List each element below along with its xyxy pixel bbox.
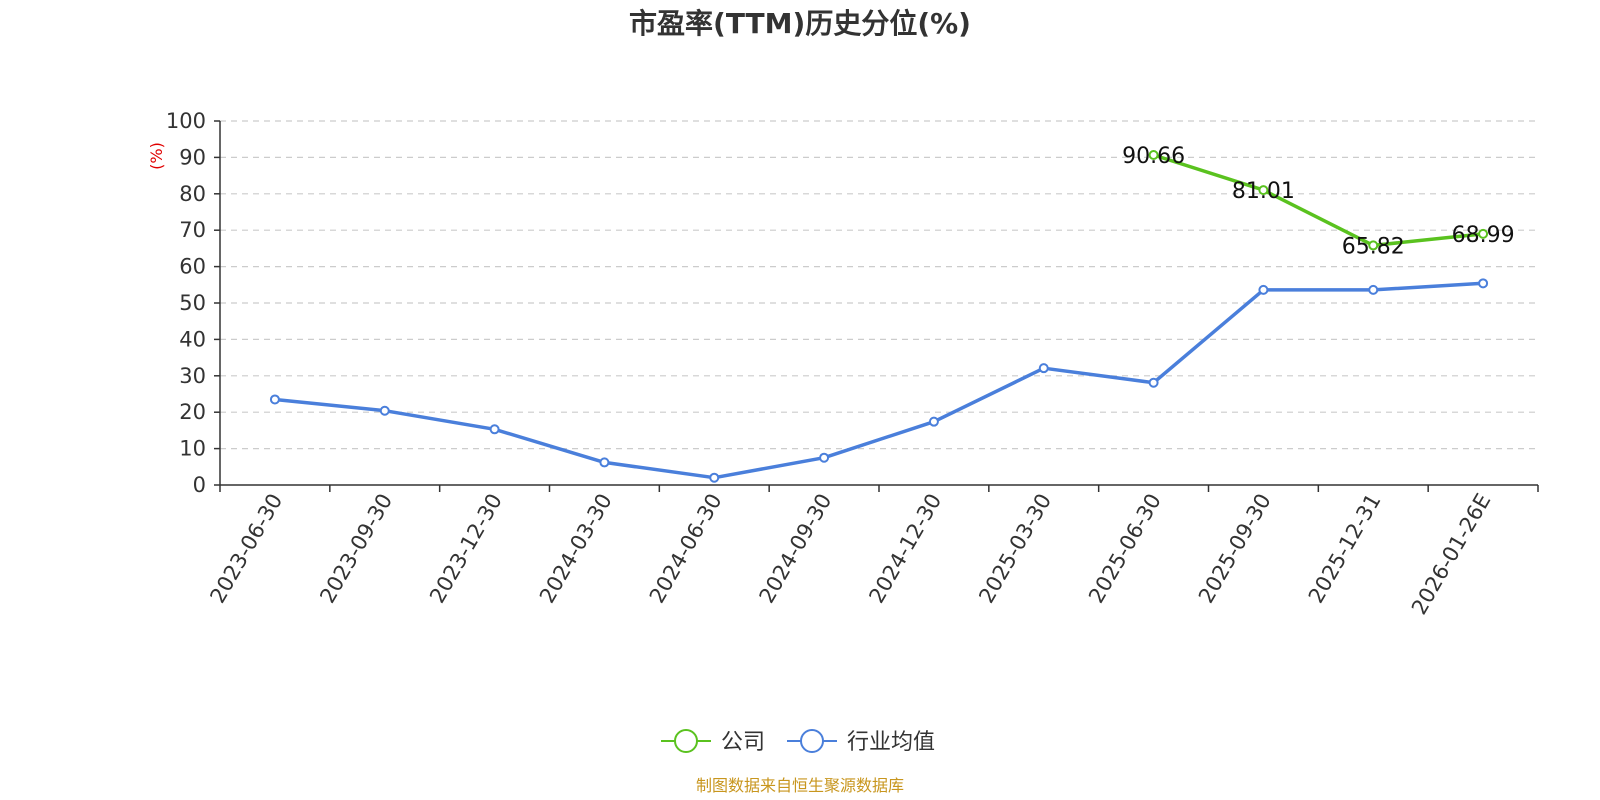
x-tick-label: 2025-06-30 [1084, 490, 1166, 608]
x-tick-label: 2025-03-30 [974, 490, 1056, 608]
data-point [1368, 284, 1379, 295]
legend-item-0[interactable]: 公司 [661, 729, 765, 755]
data-point [1478, 228, 1489, 239]
y-tick-label: 50 [179, 291, 206, 315]
y-tick-label: 80 [179, 182, 206, 206]
data-point [379, 405, 390, 416]
data-point [1148, 377, 1159, 388]
chart-title: 市盈率(TTM)历史分位(%) [629, 7, 971, 40]
data-point [1258, 284, 1269, 295]
y-tick-label: 40 [179, 327, 206, 351]
x-tick-label: 2025-12-31 [1304, 490, 1386, 608]
data-label: 90.66 [1122, 144, 1185, 169]
x-tick-label: 2026-01-26E [1407, 490, 1495, 619]
y-tick-labels: 0 10 20 30 40 50 60 70 80 90 100 [166, 109, 220, 497]
x-tick-label: 2025-09-30 [1194, 490, 1276, 608]
series-0 [1148, 149, 1489, 251]
y-tick-label: 20 [179, 400, 206, 424]
x-tick-label: 2023-12-30 [425, 490, 507, 608]
series-1 [269, 278, 1489, 483]
data-point [1038, 363, 1049, 374]
x-tick-label: 2023-09-30 [315, 490, 397, 608]
data-label: 65.82 [1342, 234, 1405, 259]
data-point [819, 452, 830, 463]
data-point [489, 424, 500, 435]
x-tick-label: 2024-03-30 [535, 490, 617, 608]
series-line [274, 281, 1484, 480]
y-tick-label: 0 [193, 473, 206, 497]
y-tick-label: 90 [179, 145, 206, 169]
x-tick-label: 2024-12-30 [864, 490, 946, 608]
x-tick-label: 2023-06-30 [205, 490, 287, 608]
legend-label: 行业均值 [847, 730, 935, 755]
legend[interactable]: 公司 行业均值 [661, 729, 935, 755]
data-point [1368, 240, 1379, 251]
x-tick-label: 2024-06-30 [645, 490, 727, 608]
y-tick-label: 60 [179, 255, 206, 279]
y-tick-label: 100 [166, 109, 206, 133]
y-tick-label: 30 [179, 364, 206, 388]
legend-marker [674, 729, 698, 753]
data-point [1478, 278, 1489, 289]
data-point [1258, 185, 1269, 196]
axes [219, 121, 1538, 486]
legend-item-1[interactable]: 行业均值 [787, 729, 935, 755]
data-point [709, 472, 720, 483]
series-layer [269, 149, 1489, 483]
data-labels: 90.66 81.01 65.82 68.99 [1122, 144, 1514, 259]
x-tick-labels: 2023-06-30 2023-09-30 2023-12-30 2024-03-30… [205, 485, 1539, 619]
data-label: 81.01 [1232, 179, 1295, 204]
legend-marker [800, 729, 824, 753]
data-point [928, 416, 939, 427]
series-line [1153, 153, 1484, 248]
y-tick-label: 10 [179, 437, 206, 461]
source-note: 制图数据来自恒生聚源数据库 [696, 776, 904, 795]
grid-lines [220, 120, 1538, 450]
x-tick-label: 2024-09-30 [755, 490, 837, 608]
data-point [1148, 149, 1159, 160]
data-label: 68.99 [1452, 223, 1515, 248]
data-point [599, 457, 610, 468]
legend-label: 公司 [721, 730, 765, 755]
data-point [269, 394, 280, 405]
y-axis-label: (%) [147, 142, 166, 170]
y-tick-label: 70 [179, 218, 206, 242]
